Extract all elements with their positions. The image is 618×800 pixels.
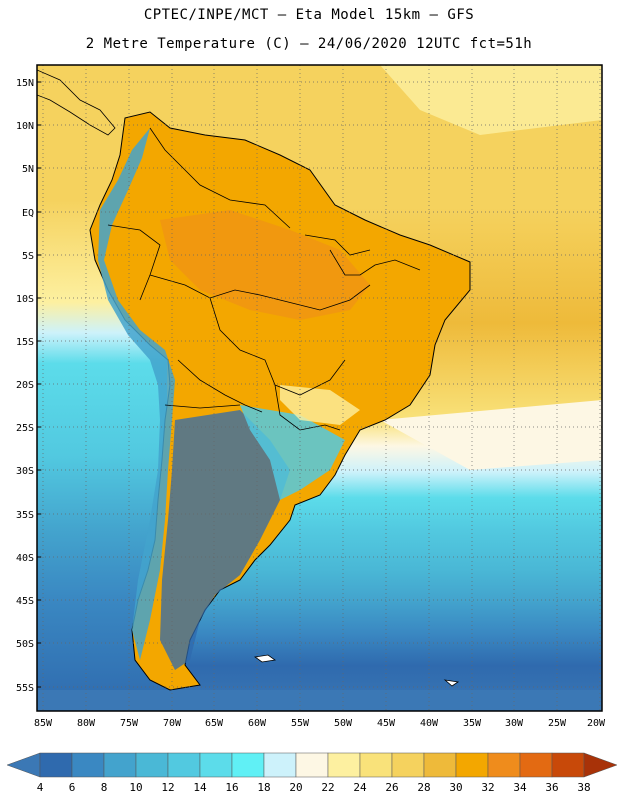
ocean-cold-band [37,690,602,711]
map-title-line1: CPTEC/INPE/MCT – Eta Model 15km – GFS [143,7,475,23]
colorbar-label: 14 [193,781,207,794]
ocean-warm-band [380,65,602,135]
colorbar-label: 26 [385,781,398,794]
lat-label: 10S [16,294,34,305]
colorbar-label: 34 [513,781,527,794]
country-borders [107,127,421,431]
lon-label: 70W [163,718,182,729]
lon-label: 20W [587,718,606,729]
colorbar-label: 18 [257,781,270,794]
colorbar-swatch [263,752,297,778]
colorbar-label: 38 [577,781,590,794]
colorbar-label: 28 [417,781,430,794]
lon-label: 75W [120,718,139,729]
lat-label: 20S [16,380,34,391]
colorbar-swatch [551,752,585,778]
lat-label: 35S [16,510,34,521]
colorbar-swatch [423,752,457,778]
colorbar-label: 6 [69,781,76,794]
colorbar-labels: 4 6 8 10 12 14 16 18 20 22 24 26 28 30 32 34 36 38 [37,781,591,794]
colorbar-label: 22 [321,781,334,794]
lat-label: 5N [22,164,34,175]
colorbar-label: 8 [101,781,108,794]
lat-label: EQ [22,208,34,219]
lon-label: 40W [420,718,439,729]
colorbar-swatch [231,752,265,778]
lon-label: 35W [463,718,482,729]
colorbar-arrow-high [583,752,618,778]
lon-label: 50W [334,718,353,729]
colorbar-label: 10 [129,781,142,794]
andes-cold-strip [98,128,175,660]
colorbar-swatch [359,752,393,778]
colorbar-swatch [199,752,233,778]
colorbar-label: 32 [481,781,494,794]
lat-label: 30S [16,466,34,477]
lat-ticks [37,81,41,688]
lon-label: 45W [377,718,396,729]
colorbar-swatch [295,752,329,778]
temperature-colorbar [6,752,618,778]
lon-label: 60W [248,718,267,729]
lon-label: 55W [291,718,310,729]
colorbar-arrow-low [6,752,41,778]
map-frame [36,64,603,712]
brazil-warm-core [160,210,370,320]
lon-label: 80W [77,718,96,729]
colorbar-label: 16 [225,781,238,794]
colorbar-label: 20 [289,781,302,794]
south-cold-region [160,410,290,670]
colorbar-swatch [455,752,489,778]
colorbar-swatch [391,752,425,778]
colorbar-swatch [103,752,137,778]
lat-label: 50S [16,639,34,650]
lat-label: 5S [22,251,34,262]
lat-label: 55S [16,683,34,694]
lat-label: 25S [16,423,34,434]
colorbar-swatch [327,752,361,778]
colorbar-swatch [135,752,169,778]
islands [253,654,460,687]
map-field [37,65,602,711]
colorbar-swatch [487,752,521,778]
lat-label: 10N [16,121,34,132]
lat-labels: 15N 10N 5N EQ 5S 10S 15S 20S 25S 30S 35S… [16,78,34,694]
lon-label: 25W [548,718,567,729]
central-america-land [37,69,116,136]
colorbar-swatch [71,752,105,778]
colorbar-label: 36 [545,781,558,794]
lat-label: 15N [16,78,34,89]
lon-label: 30W [505,718,524,729]
lat-label: 15S [16,337,34,348]
lon-labels: 85W 80W 75W 70W 65W 60W 55W 50W 45W 40W … [34,718,606,729]
map-title-line2: 2 Metre Temperature (C) – 24/06/2020 12U… [85,36,533,52]
lon-label: 65W [205,718,224,729]
south-mid-region [240,405,345,500]
colorbar-label: 30 [449,781,462,794]
colorbar-swatch [519,752,553,778]
lat-label: 40S [16,553,34,564]
colorbar-label: 4 [37,781,44,794]
colorbar-label: 12 [161,781,174,794]
lat-label: 45S [16,596,34,607]
colorbar-swatch [39,752,73,778]
colorbar-label: 24 [353,781,367,794]
colorbar-swatch [167,752,201,778]
lon-label: 85W [34,718,53,729]
ocean-mild-band [380,400,602,470]
